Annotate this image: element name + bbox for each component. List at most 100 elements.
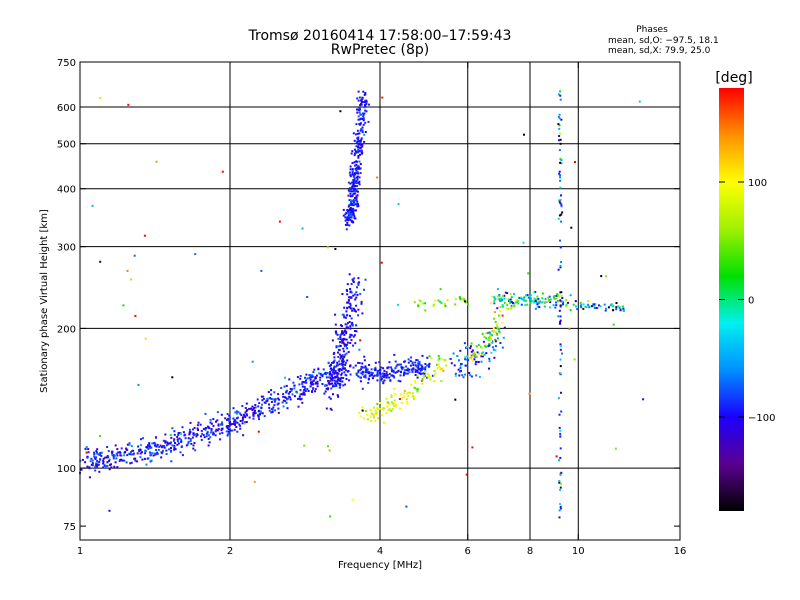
data-point — [388, 376, 391, 379]
data-point — [559, 473, 562, 476]
data-point — [381, 375, 384, 378]
data-point — [414, 361, 417, 364]
data-point — [282, 393, 285, 395]
data-point — [173, 438, 176, 441]
data-point — [337, 378, 340, 381]
data-point — [407, 358, 410, 361]
data-point — [541, 297, 544, 300]
data-point — [218, 432, 221, 435]
data-point — [564, 300, 567, 303]
data-point — [499, 310, 501, 313]
data-point — [350, 186, 353, 189]
data-point — [376, 176, 379, 179]
data-point — [345, 352, 348, 355]
data-point — [306, 296, 309, 298]
data-point — [360, 300, 363, 303]
data-point — [245, 413, 248, 416]
data-point — [262, 395, 265, 398]
data-point — [332, 371, 335, 374]
data-point — [504, 301, 506, 304]
data-point — [468, 372, 471, 374]
data-point — [537, 297, 540, 300]
data-point — [347, 296, 350, 299]
data-point — [367, 372, 370, 375]
data-point — [200, 435, 202, 438]
data-point — [236, 412, 238, 415]
data-point — [419, 369, 422, 372]
x-tick-label: 2 — [227, 546, 233, 557]
data-point — [139, 452, 142, 455]
data-point — [241, 405, 244, 407]
data-point — [476, 351, 479, 354]
data-point — [378, 361, 381, 364]
data-point — [349, 291, 352, 294]
data-point — [496, 295, 499, 298]
data-point — [489, 332, 492, 335]
data-point — [227, 425, 230, 427]
data-point — [363, 140, 366, 143]
data-point — [341, 354, 344, 357]
data-point — [353, 178, 356, 181]
data-point — [366, 368, 369, 371]
data-point — [622, 307, 625, 310]
data-point — [394, 393, 397, 396]
data-point — [342, 365, 345, 368]
data-point — [146, 446, 149, 449]
data-point — [361, 151, 364, 154]
data-point — [345, 378, 348, 380]
data-point — [446, 299, 449, 302]
data-point — [603, 303, 606, 306]
data-point — [91, 459, 94, 462]
data-point — [372, 416, 375, 419]
data-point — [364, 131, 367, 133]
data-point — [431, 374, 434, 377]
data-point — [115, 452, 118, 455]
data-point — [281, 401, 284, 404]
data-point — [358, 281, 361, 284]
data-point — [433, 380, 436, 383]
data-point — [355, 145, 358, 148]
data-point — [355, 304, 358, 307]
data-point — [188, 432, 191, 435]
data-point — [416, 369, 419, 372]
data-point — [496, 326, 499, 329]
data-point — [493, 311, 496, 314]
data-point — [118, 451, 121, 454]
data-point — [530, 294, 533, 297]
data-point — [241, 417, 244, 420]
data-point — [185, 444, 188, 447]
data-point — [430, 357, 433, 360]
data-point — [393, 387, 396, 390]
data-point — [316, 380, 319, 383]
data-point — [313, 368, 316, 371]
data-point — [511, 302, 514, 304]
data-point — [141, 458, 144, 461]
data-point — [285, 401, 288, 404]
data-point — [559, 321, 561, 324]
data-point — [523, 296, 526, 299]
data-point — [558, 295, 560, 298]
data-point — [482, 351, 485, 354]
data-point — [403, 395, 406, 398]
data-point — [334, 370, 337, 373]
data-point — [272, 406, 275, 409]
data-point — [358, 180, 361, 183]
data-point — [301, 381, 304, 383]
data-point — [349, 189, 351, 192]
data-point — [283, 396, 286, 399]
data-point — [209, 418, 212, 421]
data-point — [558, 426, 561, 429]
data-point — [345, 228, 348, 231]
data-point — [337, 395, 340, 398]
data-point — [557, 217, 560, 220]
data-point — [557, 300, 560, 303]
data-point — [328, 381, 331, 384]
data-point — [282, 395, 285, 398]
data-point — [403, 392, 406, 395]
data-point — [488, 331, 491, 334]
data-point — [239, 412, 242, 415]
data-point — [354, 164, 356, 167]
data-point — [203, 436, 206, 439]
data-point — [555, 455, 558, 458]
